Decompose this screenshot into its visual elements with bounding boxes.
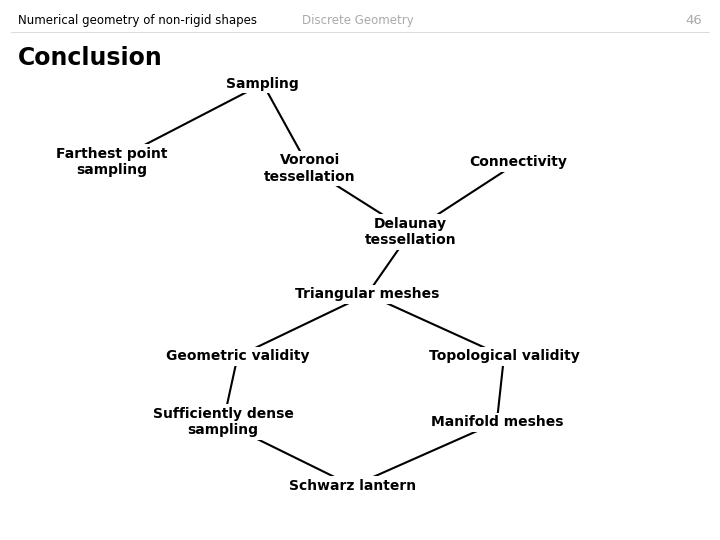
Text: Manifold meshes: Manifold meshes — [431, 415, 563, 429]
Text: Conclusion: Conclusion — [18, 46, 163, 70]
Text: Farthest point
sampling: Farthest point sampling — [56, 147, 167, 177]
Text: Numerical geometry of non-rigid shapes: Numerical geometry of non-rigid shapes — [18, 14, 257, 27]
Text: Sufficiently dense
sampling: Sufficiently dense sampling — [153, 407, 294, 437]
Text: Delaunay
tessellation: Delaunay tessellation — [364, 217, 456, 247]
Text: Triangular meshes: Triangular meshes — [295, 287, 439, 301]
Text: Schwarz lantern: Schwarz lantern — [289, 479, 416, 493]
Text: 46: 46 — [685, 14, 702, 27]
Text: Discrete Geometry: Discrete Geometry — [302, 14, 414, 27]
Text: Topological validity: Topological validity — [428, 349, 580, 363]
Text: Voronoi
tessellation: Voronoi tessellation — [264, 153, 356, 184]
Text: Connectivity: Connectivity — [469, 155, 567, 169]
Text: Sampling: Sampling — [226, 77, 300, 91]
Text: Geometric validity: Geometric validity — [166, 349, 310, 363]
